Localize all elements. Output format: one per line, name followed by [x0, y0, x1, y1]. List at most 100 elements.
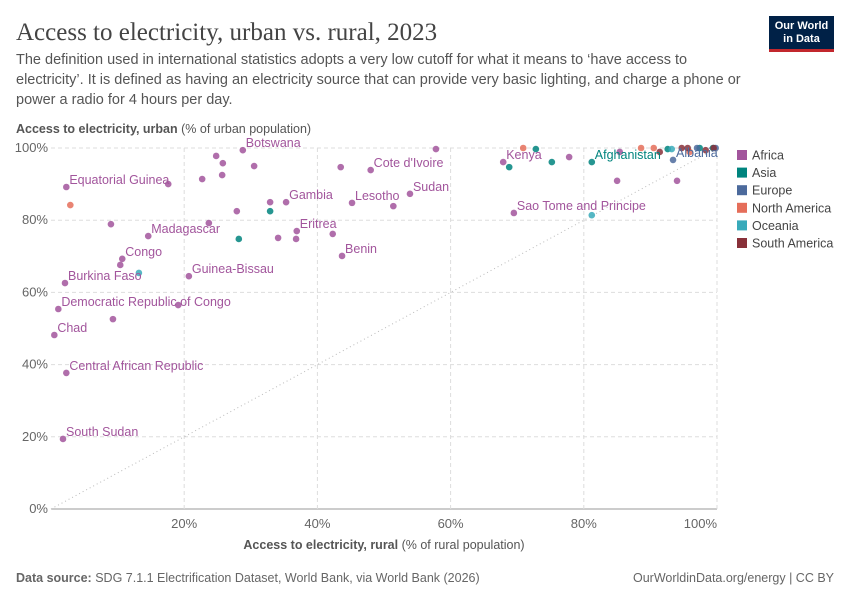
- point: [63, 369, 70, 377]
- y-axis-label: Access to electricity, urban (% of urban…: [16, 122, 311, 136]
- logo: Our World in Data: [769, 16, 834, 52]
- point-label: Sudan: [413, 180, 449, 194]
- grid: [51, 147, 718, 510]
- point-label: Guinea-Bissau: [192, 262, 274, 276]
- point: [693, 144, 701, 152]
- point-label: Sao Tome and Principe: [517, 199, 646, 213]
- point: [51, 331, 58, 339]
- legend-label: North America: [752, 201, 831, 215]
- point: [519, 144, 527, 152]
- point: [205, 219, 213, 227]
- point: [656, 148, 664, 156]
- legend-label: Europe: [752, 184, 792, 198]
- legend-swatch: [737, 220, 747, 231]
- point: [338, 252, 346, 260]
- point: [499, 158, 507, 166]
- point-label: Congo: [125, 245, 162, 259]
- point: [135, 269, 143, 277]
- y-tick-label: 80%: [22, 212, 48, 227]
- point-label: Eritrea: [300, 217, 337, 231]
- subtitle-box: The definition used in international sta…: [16, 52, 741, 108]
- legend-label: Oceania: [752, 219, 799, 233]
- x-axis-label: Access to electricity, rural (% of rural…: [243, 538, 524, 552]
- legend-swatch: [737, 150, 747, 160]
- source: SDG 7.1.1 Electrification Dataset, World…: [95, 571, 479, 585]
- point-label: Afghanistan: [595, 148, 661, 162]
- point: [164, 180, 172, 188]
- point-label: Gambia: [289, 188, 333, 202]
- point: [684, 144, 691, 152]
- point: [61, 279, 69, 287]
- point: [118, 255, 126, 263]
- point-label: Lesotho: [355, 189, 400, 203]
- point: [63, 183, 70, 191]
- y-tick-label: 100%: [15, 140, 49, 155]
- point: [144, 232, 152, 240]
- point: [367, 166, 374, 174]
- point: [650, 144, 658, 152]
- logo-bar: [769, 49, 834, 52]
- chart-subtitle: The definition used in international sta…: [16, 52, 741, 108]
- x-tick-label: 40%: [304, 516, 330, 531]
- point: [678, 144, 686, 152]
- point-labels: South Sudan Chad Central African Republic D…: [57, 136, 717, 439]
- point: [59, 435, 67, 443]
- point: [233, 207, 241, 215]
- point: [185, 272, 193, 280]
- y-axis-label-main: Access to electricity, urban: [16, 122, 178, 136]
- point: [348, 199, 356, 207]
- source-label: Data source:: [16, 571, 92, 585]
- point: [174, 301, 182, 309]
- x-tick-label: 60%: [438, 516, 464, 531]
- point: [588, 158, 596, 166]
- x-tick-label: 80%: [571, 516, 597, 531]
- x-tick-label: 100%: [684, 516, 718, 531]
- point: [239, 146, 247, 154]
- point-label: Chad: [57, 321, 87, 335]
- y-tick-label: 60%: [22, 284, 48, 299]
- y-tick-label: 20%: [22, 429, 48, 444]
- point-label: Cote d'Ivoire: [374, 156, 444, 170]
- legend-swatch: [737, 185, 747, 196]
- point: [266, 207, 274, 215]
- point: [668, 145, 676, 153]
- point: [212, 152, 220, 160]
- point-label: Kenya: [506, 148, 541, 162]
- y-axis-label-unit: (% of urban population): [181, 122, 311, 136]
- point: [218, 171, 226, 179]
- y-tick-label: 40%: [22, 357, 48, 372]
- point: [669, 156, 677, 164]
- legend-swatch: [737, 238, 747, 248]
- point-label: Madagascar: [151, 222, 220, 236]
- point: [432, 145, 440, 153]
- point: [198, 175, 206, 183]
- point: [613, 177, 621, 185]
- point-label: Democratic Republic of Congo: [61, 295, 231, 309]
- point: [505, 163, 513, 171]
- points: [51, 144, 719, 443]
- point: [274, 234, 282, 242]
- point: [406, 190, 414, 198]
- point-label: Benin: [345, 242, 377, 256]
- point-label: Central African Republic: [69, 359, 203, 373]
- point: [588, 211, 596, 219]
- point: [67, 201, 74, 209]
- point: [510, 209, 518, 217]
- point: [565, 153, 573, 161]
- point: [55, 305, 62, 313]
- point: [710, 144, 717, 152]
- chart-title: Access to electricity, urban vs. rural, …: [16, 19, 437, 46]
- legend-swatch: [737, 202, 747, 213]
- logo-text: Our World: [775, 20, 829, 32]
- point: [107, 220, 115, 228]
- point: [292, 235, 300, 243]
- footer-source: Data source: SDG 7.1.1 Electrification D…: [16, 571, 480, 585]
- point: [329, 230, 337, 238]
- footer-credit: OurWorldinData.org/energy | CC BY: [633, 571, 835, 585]
- point: [293, 227, 301, 235]
- point: [116, 261, 124, 269]
- point: [616, 148, 624, 156]
- point-label: Botswana: [246, 136, 301, 150]
- logo-text: in Data: [783, 33, 821, 45]
